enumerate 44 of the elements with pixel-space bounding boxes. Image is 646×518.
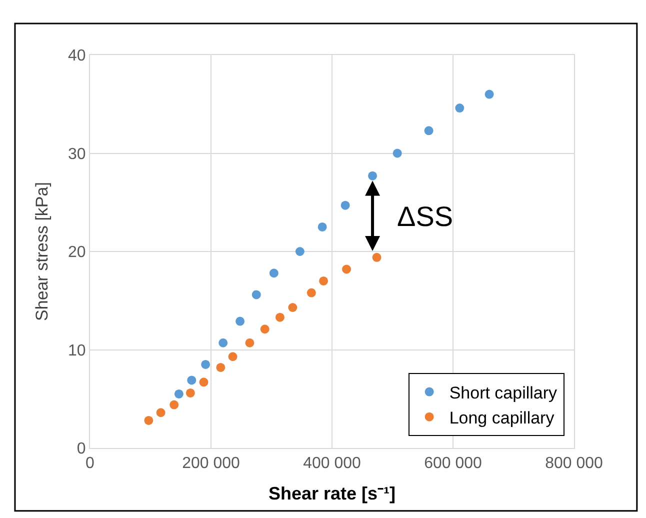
point: [306, 288, 316, 298]
point: [319, 276, 328, 286]
point: [156, 408, 166, 418]
point: [424, 126, 434, 136]
point: [218, 338, 228, 348]
x-tick-label: 800 000: [545, 455, 604, 472]
point: [228, 352, 238, 362]
x-tick-label: 600 000: [424, 455, 482, 472]
point: [318, 222, 327, 232]
annotation: ΔSS: [397, 201, 454, 232]
point: [216, 362, 226, 372]
y-tick-label: 0: [76, 440, 86, 458]
point: [340, 200, 350, 210]
point: [199, 378, 208, 387]
y-axis-title: Shear stress [kPa]: [32, 182, 52, 321]
y-tick-label: 40: [68, 48, 86, 65]
point: [295, 247, 304, 256]
point: [275, 312, 284, 322]
point: [342, 264, 352, 274]
point: [392, 148, 402, 158]
y-tick-label: 10: [68, 342, 86, 360]
point: [245, 338, 254, 348]
point: [288, 303, 298, 312]
point: [186, 388, 195, 398]
legend-label: Long capillary: [449, 408, 555, 428]
point: [368, 171, 378, 180]
point: [144, 416, 154, 425]
point: [170, 400, 179, 410]
point: [187, 376, 196, 385]
x-tick-label: 200 000: [182, 455, 240, 472]
point: [236, 316, 245, 326]
point: [372, 252, 382, 262]
point: [260, 324, 270, 334]
y-tick-label: 20: [68, 244, 86, 262]
point: [455, 104, 464, 113]
x-tick-label: 400 000: [303, 455, 362, 472]
point: [484, 90, 494, 99]
y-tick-label: 30: [68, 146, 86, 163]
point: [252, 290, 261, 300]
point: [174, 389, 184, 398]
point: [269, 268, 278, 278]
point: [201, 360, 210, 369]
x-axis-title: Shear rate [s⁻¹]: [268, 483, 396, 504]
legend-label: Short capillary: [449, 383, 558, 402]
